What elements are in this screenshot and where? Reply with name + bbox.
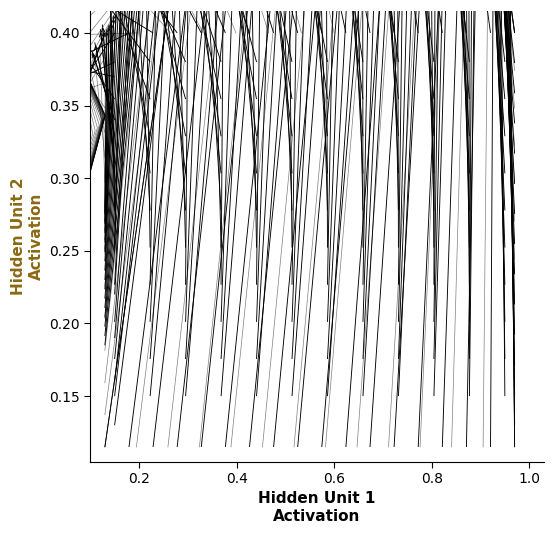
X-axis label: Hidden Unit 1
Activation: Hidden Unit 1 Activation [259,492,376,524]
Y-axis label: Hidden Unit 2
Activation: Hidden Unit 2 Activation [11,178,43,295]
